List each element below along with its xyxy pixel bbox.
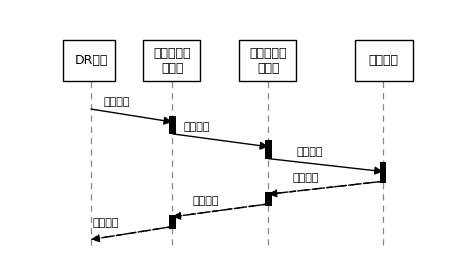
Bar [379,162,386,183]
Bar [169,215,175,229]
Text: 聚合系统服
务主站: 聚合系统服 务主站 [153,46,191,74]
Text: 负荷设备: 负荷设备 [367,54,397,67]
Bar [169,116,175,134]
Text: 控制指令: 控制指令 [296,147,322,157]
Bar [63,40,115,81]
Text: DR终端: DR终端 [74,54,108,67]
Text: 控制指令: 控制指令 [104,97,130,107]
Text: 执行确认: 执行确认 [192,196,219,206]
Text: 执行确认: 执行确认 [292,173,318,183]
Text: 执行确认: 执行确认 [93,218,119,228]
Bar [238,40,296,81]
Text: 家电厂商服
务主站: 家电厂商服 务主站 [249,46,287,74]
Bar [142,40,200,81]
Text: 控制指令: 控制指令 [183,122,209,132]
Bar [265,140,271,159]
Bar [355,40,412,81]
Bar [265,192,271,206]
